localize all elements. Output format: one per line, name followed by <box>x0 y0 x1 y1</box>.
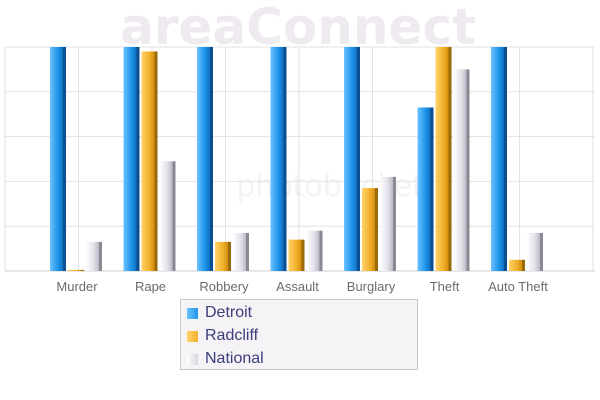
bar-radcliff-theft <box>435 47 449 271</box>
watermark-brand: areaConnect <box>120 0 476 56</box>
legend-swatch-national <box>187 353 198 365</box>
bar-detroit-theft <box>417 107 431 271</box>
bars <box>50 47 543 272</box>
bar-shade-national-rape <box>172 161 176 271</box>
bar-shade-detroit-assault <box>283 47 287 271</box>
x-tick-label: Theft <box>430 279 460 294</box>
bar-radcliff-burglary <box>362 188 375 271</box>
bar-radcliff-murder <box>68 269 81 271</box>
bar-radcliff-robbery <box>215 241 228 271</box>
bar-shade-national-assault <box>319 230 323 271</box>
x-tick-label: Auto Theft <box>488 279 548 294</box>
legend-item-detroit: Detroit <box>187 303 252 323</box>
x-tick-label: Robbery <box>199 279 249 294</box>
bar-detroit-burglary <box>344 47 357 271</box>
bar-shade-detroit-murder <box>63 47 66 271</box>
bar-shade-radcliff-murder <box>81 269 84 271</box>
bar-detroit-assault <box>270 47 284 271</box>
legend-item-national: National <box>187 349 264 369</box>
legend-label-national: National <box>205 350 264 367</box>
bar-detroit-robbery <box>197 47 210 271</box>
bar-detroit-murder <box>50 47 63 271</box>
legend: Detroit Radcliff National <box>180 299 418 370</box>
bar-shade-detroit-rape <box>136 47 140 271</box>
legend-swatch-detroit <box>187 307 198 319</box>
bar-radcliff-auto-theft <box>509 259 522 271</box>
bar-shade-national-burglary <box>393 176 396 271</box>
bar-national-rape <box>159 161 173 271</box>
bar-national-murder <box>86 241 99 271</box>
legend-label-radcliff: Radcliff <box>205 327 259 344</box>
bar-national-auto-theft <box>527 232 540 271</box>
x-tick-label: Assault <box>276 279 319 294</box>
bar-detroit-auto-theft <box>491 47 504 271</box>
legend-label-detroit: Detroit <box>205 304 253 321</box>
bar-shade-national-auto-theft <box>540 232 543 271</box>
bar-shade-detroit-burglary <box>357 47 360 271</box>
x-axis-tick-labels: Murder Rape Robbery Assault Burglary Theft Aut… <box>56 279 548 294</box>
bar-shade-national-robbery <box>246 232 249 271</box>
legend-swatch-radcliff <box>187 330 198 342</box>
bar-shade-radcliff-robbery <box>228 241 231 271</box>
bar-shade-radcliff-rape <box>154 51 158 272</box>
bar-national-assault <box>306 230 320 271</box>
legend-item-radcliff: Radcliff <box>187 326 258 346</box>
bar-radcliff-assault <box>288 239 302 271</box>
bar-shade-radcliff-theft <box>448 47 452 271</box>
bar-national-theft <box>453 69 467 272</box>
bar-shade-detroit-auto-theft <box>504 47 507 271</box>
x-tick-label: Rape <box>135 279 166 294</box>
bar-radcliff-rape <box>141 51 155 272</box>
bar-shade-national-theft <box>466 69 470 272</box>
bar-shade-radcliff-assault <box>301 239 305 271</box>
bar-shade-radcliff-auto-theft <box>522 259 525 271</box>
x-tick-label: Burglary <box>347 279 396 294</box>
x-tick-label: Murder <box>56 279 98 294</box>
bar-shade-radcliff-burglary <box>375 188 378 271</box>
bar-shade-detroit-theft <box>430 107 434 271</box>
bar-national-robbery <box>233 232 246 271</box>
bar-shade-detroit-robbery <box>210 47 213 271</box>
bar-national-burglary <box>380 176 393 271</box>
bar-shade-national-murder <box>99 241 102 271</box>
bar-detroit-rape <box>123 47 137 271</box>
